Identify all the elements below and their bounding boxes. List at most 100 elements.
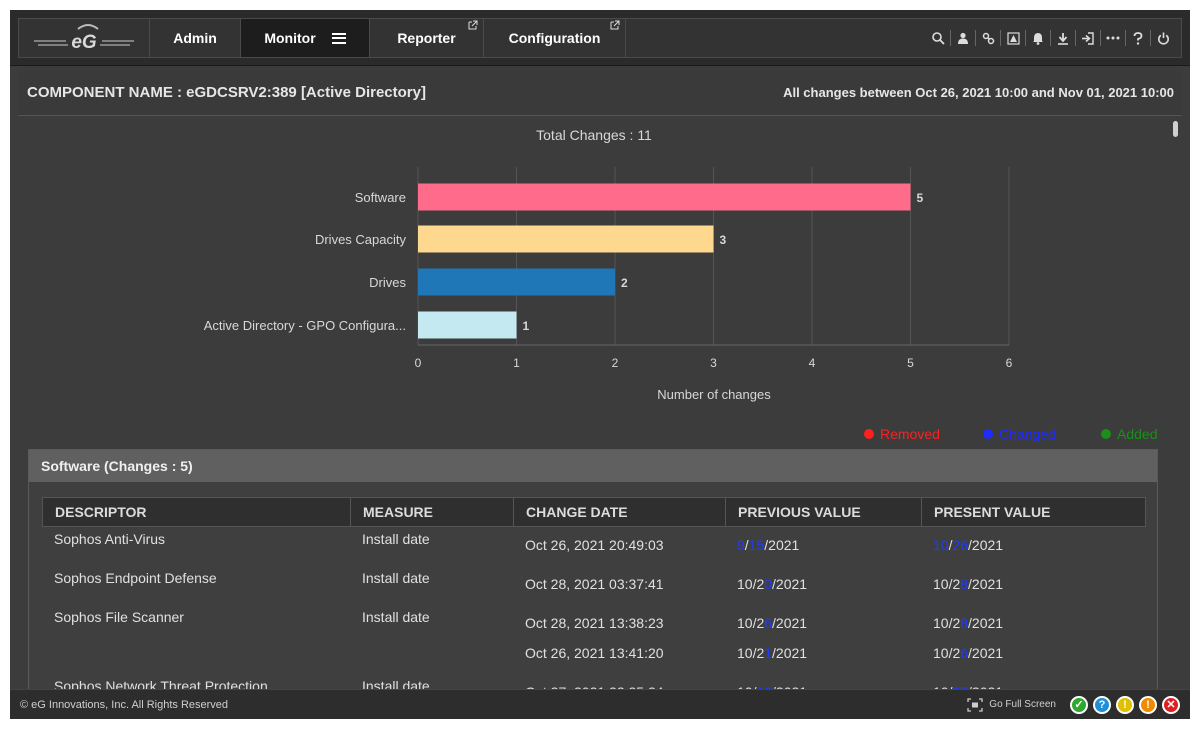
bar-2[interactable]: [418, 268, 615, 296]
legend-changed: Changed: [983, 426, 1056, 442]
change-date-cell: Oct 28, 2021 03:37:41: [525, 576, 664, 592]
x-tick-label: 2: [612, 356, 619, 370]
x-tick-label: 3: [710, 356, 717, 370]
external-link-icon: [468, 20, 478, 30]
y-category-label: Active Directory - GPO Configura...: [204, 318, 406, 333]
col-present-value[interactable]: PRESENT VALUE: [934, 504, 1051, 520]
changed-dot: [983, 429, 993, 439]
go-full-screen-button[interactable]: Go Full Screen: [967, 697, 1056, 712]
change-date-cell: Oct 26, 2021 20:49:03: [525, 537, 664, 553]
logo-text: eG: [71, 32, 97, 53]
changes-bar-chart: Total Changes : 11 Software Drives Capaci…: [204, 127, 1013, 402]
previous-value-cell: 10/2 0/2021: [737, 576, 808, 592]
col-previous-value[interactable]: PREVIOUS VALUE: [726, 498, 922, 526]
panel-title[interactable]: Software (Changes : 5): [29, 450, 1157, 482]
bar-value-label: 5: [917, 191, 924, 205]
eg-logo-icon: eG: [34, 24, 134, 53]
help-icon[interactable]: [1126, 26, 1150, 50]
info-status-button[interactable]: ?: [1093, 695, 1111, 714]
bar-value-label: 2: [621, 276, 628, 290]
y-category-label: Software: [355, 190, 406, 205]
logout-icon[interactable]: [1076, 26, 1100, 50]
app-window: eG Admin Monitor Reporter Configuration: [10, 10, 1190, 719]
nav-configuration-label: Configuration: [508, 30, 601, 46]
table-row: Sophos Network Threat Protection Install …: [42, 674, 1146, 689]
minor-status-button[interactable]: !: [1116, 695, 1134, 714]
bell-icon[interactable]: [1026, 26, 1050, 50]
descriptor-cell: Sophos Network Threat Protection: [54, 678, 268, 689]
main-content: Total Changes : 11 Software Drives Capaci…: [18, 117, 1182, 689]
top-navbar: eG Admin Monitor Reporter Configuration: [10, 10, 1190, 66]
bar-1[interactable]: [418, 225, 714, 253]
normal-status-button[interactable]: ✓: [1070, 695, 1088, 714]
critical-status-button[interactable]: ✕: [1162, 695, 1180, 714]
alert-icon[interactable]: [1001, 26, 1025, 50]
component-header: COMPONENT NAME : eGDCSRV2:389 [Active Di…: [18, 70, 1182, 116]
x-tick-label: 6: [1006, 356, 1013, 370]
search-icon[interactable]: [926, 26, 950, 50]
bar-value-label: 1: [523, 319, 530, 333]
legend-added-label: Added: [1117, 426, 1158, 442]
present-value-cell: 10/2 8/2021 10/2 6/2021: [933, 615, 1004, 661]
table-row: Sophos Anti-Virus Install date Oct 26, 202…: [42, 527, 1146, 566]
nav-reporter[interactable]: Reporter: [370, 19, 484, 57]
bar-value-label: 3: [720, 233, 727, 247]
hamburger-menu-icon[interactable]: [331, 32, 346, 44]
chart-title: Total Changes : 11: [536, 127, 652, 143]
change-date-cell: Oct 28, 2021 13:38:23 Oct 26, 2021 13:41:…: [525, 615, 664, 661]
x-tick-label: 1: [513, 356, 520, 370]
component-name: COMPONENT NAME : eGDCSRV2:389 [Active Di…: [27, 84, 426, 101]
external-link-icon: [610, 20, 620, 30]
col-change-date[interactable]: CHANGE DATE: [514, 498, 726, 526]
nav-monitor-label: Monitor: [264, 30, 316, 46]
table-header: DESCRIPTOR MEASURE CHANGE DATE PREVIOUS …: [42, 497, 1146, 527]
legend-removed-label: Removed: [880, 426, 940, 442]
nav-reporter-label: Reporter: [397, 30, 456, 46]
status-buttons: ✓?!! ✕: [1070, 695, 1180, 714]
toolbar-icons: [926, 19, 1181, 57]
measure-cell: Install date: [362, 678, 430, 689]
power-icon[interactable]: [1151, 26, 1175, 50]
descriptor-cell: Sophos Anti-Virus: [54, 531, 166, 547]
legend-added: Added: [1101, 426, 1157, 442]
major-status-button[interactable]: !: [1139, 695, 1157, 714]
removed-dot: [864, 429, 874, 439]
nav-configuration[interactable]: Configuration: [484, 19, 626, 57]
previous-value-cell: 10/13/2021: [725, 674, 921, 689]
time-period: All changes between Oct 26, 2021 10:00 a…: [783, 85, 1174, 100]
changes-table: DESCRIPTOR MEASURE CHANGE DATE PREVIOUS …: [42, 497, 1146, 689]
eg-logo[interactable]: eG: [19, 19, 150, 57]
scrollbar-thumb[interactable]: [1173, 121, 1178, 137]
link-icon[interactable]: [976, 26, 1000, 50]
col-measure[interactable]: MEASURE: [351, 498, 514, 526]
measure-cell: Install date: [362, 570, 430, 586]
y-category-label: Drives Capacity: [315, 232, 407, 247]
nav-admin[interactable]: Admin: [150, 19, 241, 57]
copyright-text: © eG Innovations, Inc. All Rights Reserv…: [20, 698, 229, 711]
more-icon[interactable]: [1101, 26, 1125, 50]
table-row: Sophos Endpoint Defense Install date Oct 2…: [42, 566, 1146, 605]
previous-value-cell: 9/15/2021: [737, 537, 800, 553]
user-icon[interactable]: [951, 26, 975, 50]
go-full-screen-label: Go Full Screen: [989, 699, 1056, 710]
x-axis-label: Number of changes: [657, 387, 771, 402]
table-row: Sophos File Scanner Install date Oct 28, 2…: [42, 605, 1146, 674]
nav-monitor[interactable]: Monitor: [241, 19, 370, 57]
legend-removed: Removed: [864, 426, 940, 442]
previous-value-cell: 10/2 6/2021 10/2 1/2021: [737, 615, 808, 661]
change-date-cell: Oct 27, 2021 22:35:24: [513, 674, 725, 689]
present-value-cell: 10/2 8/2021: [933, 576, 1004, 592]
bar-3[interactable]: [418, 311, 517, 339]
bar-0[interactable]: [418, 183, 911, 211]
footer-controls: Go Full Screen ✓?!! ✕: [967, 695, 1180, 714]
download-icon[interactable]: [1051, 26, 1075, 50]
fullscreen-icon: [967, 697, 983, 712]
nav-admin-label: Admin: [173, 30, 217, 46]
present-value-cell: 10/26/2021: [933, 537, 1004, 553]
descriptor-cell: Sophos File Scanner: [54, 609, 184, 625]
vertical-scrollbar[interactable]: [1171, 117, 1181, 689]
measure-cell: Install date: [362, 609, 430, 625]
col-descriptor[interactable]: DESCRIPTOR: [43, 498, 351, 526]
measure-cell: Install date: [362, 531, 430, 547]
y-category-label: Drives: [369, 275, 406, 290]
